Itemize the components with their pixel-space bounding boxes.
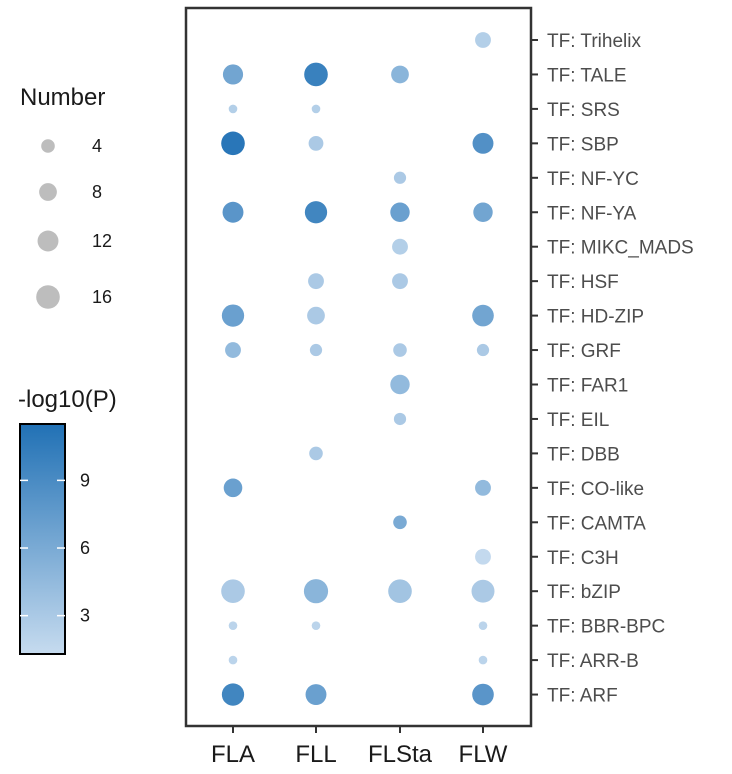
y-tick-label: TF: HD-ZIP xyxy=(547,307,644,328)
colorbar xyxy=(19,423,66,655)
data-point xyxy=(223,478,243,498)
y-tick-label: TF: TALE xyxy=(547,65,627,86)
x-tick-label: FLW xyxy=(459,741,508,768)
data-point xyxy=(476,343,490,357)
colorbar-tick-label: 6 xyxy=(80,538,90,558)
size-legend-label: 8 xyxy=(92,182,102,202)
data-point xyxy=(221,683,245,706)
colorbar-tick-label: 9 xyxy=(80,470,90,490)
y-tick-label: TF: ARR-B xyxy=(547,651,639,672)
data-point xyxy=(392,238,408,255)
size-legend-circle xyxy=(39,183,57,201)
data-point xyxy=(305,684,327,706)
y-tick-label: TF: bZIP xyxy=(547,582,621,603)
data-point xyxy=(392,273,408,290)
data-point xyxy=(303,579,329,604)
data-point xyxy=(473,202,493,222)
data-point xyxy=(311,621,321,630)
y-tick-label: TF: HSF xyxy=(547,272,619,293)
data-point xyxy=(472,304,494,327)
points-layer xyxy=(221,32,495,706)
size-legend-label: 4 xyxy=(92,136,102,156)
data-point xyxy=(309,446,323,461)
data-point xyxy=(391,65,409,84)
data-point xyxy=(478,621,488,630)
size-legend-circle xyxy=(36,285,60,309)
data-point xyxy=(393,343,407,357)
y-tick-label: TF: FAR1 xyxy=(547,376,628,397)
data-point xyxy=(225,342,241,358)
y-tick-label: TF: BBR-BPC xyxy=(547,617,665,638)
y-tick-label: TF: SRS xyxy=(547,100,620,121)
data-point xyxy=(222,201,244,223)
y-tick-label: TF: Trihelix xyxy=(547,31,641,52)
data-point xyxy=(390,202,410,222)
color-legend-title: -log10(P) xyxy=(18,386,117,413)
y-tick-label: TF: SBP xyxy=(547,134,619,155)
data-point xyxy=(308,135,324,151)
data-point xyxy=(309,343,323,357)
y-tick-label: TF: CO-like xyxy=(547,479,644,500)
y-tick-label: TF: NF-YC xyxy=(547,169,639,190)
data-point xyxy=(393,171,407,184)
y-tick-label: TF: ARF xyxy=(547,686,618,707)
data-point xyxy=(311,104,321,114)
data-point xyxy=(475,32,491,48)
data-point xyxy=(304,62,328,87)
y-tick-label: TF: NF-YA xyxy=(547,203,637,224)
size-legend-circle xyxy=(41,139,55,153)
x-tick-label: FLSta xyxy=(368,741,433,768)
y-tick-label: TF: GRF xyxy=(547,341,621,362)
color-legend: -log10(P) 3 6 9 xyxy=(18,386,117,655)
data-point xyxy=(471,579,495,603)
y-tick-label: TF: EIL xyxy=(547,410,609,431)
data-point xyxy=(393,515,407,530)
data-point xyxy=(228,655,238,665)
y-tick-label: TF: DBB xyxy=(547,444,620,465)
data-point xyxy=(393,412,407,426)
data-point xyxy=(221,131,245,156)
data-point xyxy=(307,306,325,325)
x-tick-label: FLL xyxy=(295,741,336,768)
data-point xyxy=(308,273,324,290)
data-point xyxy=(228,104,238,114)
data-point xyxy=(228,621,238,630)
plot-panel xyxy=(184,6,533,728)
y-tick-label: TF: CAMTA xyxy=(547,513,646,534)
data-point xyxy=(475,548,491,565)
data-point xyxy=(222,64,244,85)
data-point xyxy=(472,683,494,706)
data-point xyxy=(390,374,410,395)
x-tick-label: FLA xyxy=(211,741,255,768)
colorbar-tick-label: 3 xyxy=(80,606,90,626)
data-point xyxy=(221,304,245,327)
y-axis: TF: ARF TF: ARR-B TF: BBR-BPC TF: bZIP TF: C… xyxy=(531,31,694,707)
size-legend-circle xyxy=(37,230,59,252)
size-legend-label: 12 xyxy=(92,231,112,251)
data-point xyxy=(475,479,491,496)
data-point xyxy=(221,579,245,603)
data-point xyxy=(472,132,494,154)
y-tick-label: TF: C3H xyxy=(547,548,619,569)
data-point xyxy=(304,201,328,224)
x-axis: FLA FLL FLSta FLW xyxy=(211,726,508,768)
y-tick-label: TF: MIKC_MADS xyxy=(547,238,694,259)
size-legend-title: Number xyxy=(20,84,105,111)
data-point xyxy=(388,579,412,603)
size-legend-label: 16 xyxy=(92,287,112,307)
data-point xyxy=(478,655,488,665)
size-legend: Number 4 8 12 16 xyxy=(20,84,112,309)
